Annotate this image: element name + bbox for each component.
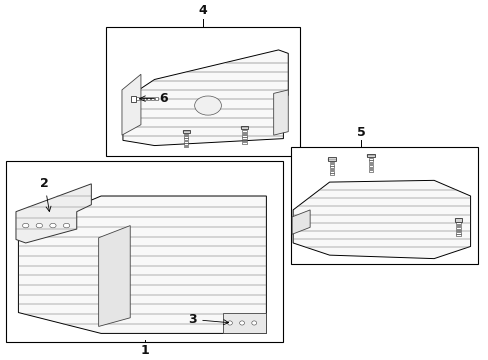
Bar: [368, 163, 372, 165]
Text: 4: 4: [199, 4, 207, 17]
FancyBboxPatch shape: [454, 218, 461, 222]
Bar: [455, 222, 460, 224]
Polygon shape: [122, 50, 287, 145]
Bar: [329, 164, 333, 166]
FancyBboxPatch shape: [328, 157, 335, 161]
Bar: [155, 97, 157, 100]
Bar: [242, 132, 246, 134]
Bar: [136, 97, 139, 100]
Text: 5: 5: [356, 126, 365, 139]
Bar: [183, 134, 188, 135]
Ellipse shape: [50, 223, 56, 228]
Ellipse shape: [251, 321, 256, 325]
Ellipse shape: [63, 223, 70, 228]
Bar: [183, 143, 188, 145]
Bar: [242, 140, 246, 141]
Ellipse shape: [239, 321, 244, 325]
Bar: [455, 234, 460, 236]
Bar: [183, 136, 188, 138]
Bar: [290, 147, 477, 264]
Polygon shape: [222, 312, 266, 333]
Bar: [183, 146, 188, 147]
Bar: [106, 27, 300, 156]
Ellipse shape: [22, 223, 29, 228]
Polygon shape: [99, 226, 130, 327]
Bar: [329, 162, 333, 163]
Bar: [455, 232, 460, 234]
FancyBboxPatch shape: [366, 154, 374, 157]
Ellipse shape: [227, 321, 232, 325]
FancyBboxPatch shape: [182, 130, 189, 133]
Bar: [140, 97, 142, 100]
FancyBboxPatch shape: [130, 96, 136, 102]
Bar: [455, 230, 460, 231]
Bar: [242, 135, 246, 137]
Text: 6: 6: [159, 92, 168, 105]
Bar: [147, 97, 150, 100]
Text: 2: 2: [40, 177, 51, 211]
Bar: [368, 158, 372, 160]
Text: 1: 1: [140, 344, 149, 357]
Bar: [242, 142, 246, 144]
Bar: [183, 141, 188, 143]
Bar: [242, 138, 246, 139]
Bar: [183, 139, 188, 140]
Bar: [368, 165, 372, 167]
Polygon shape: [291, 210, 309, 234]
Bar: [151, 97, 154, 100]
Polygon shape: [122, 74, 141, 135]
Bar: [143, 97, 146, 100]
Bar: [455, 227, 460, 229]
Ellipse shape: [194, 96, 221, 115]
Bar: [455, 225, 460, 226]
Bar: [368, 161, 372, 162]
Text: 3: 3: [188, 313, 228, 326]
Bar: [329, 169, 333, 170]
Bar: [329, 174, 333, 175]
Bar: [329, 171, 333, 173]
Bar: [6, 161, 283, 342]
Bar: [368, 168, 372, 169]
Polygon shape: [19, 196, 266, 333]
Bar: [242, 130, 246, 132]
Polygon shape: [273, 90, 287, 135]
Bar: [329, 166, 333, 168]
Polygon shape: [292, 180, 469, 258]
Ellipse shape: [36, 223, 42, 228]
Polygon shape: [16, 184, 91, 243]
Bar: [368, 170, 372, 172]
FancyBboxPatch shape: [241, 126, 247, 130]
